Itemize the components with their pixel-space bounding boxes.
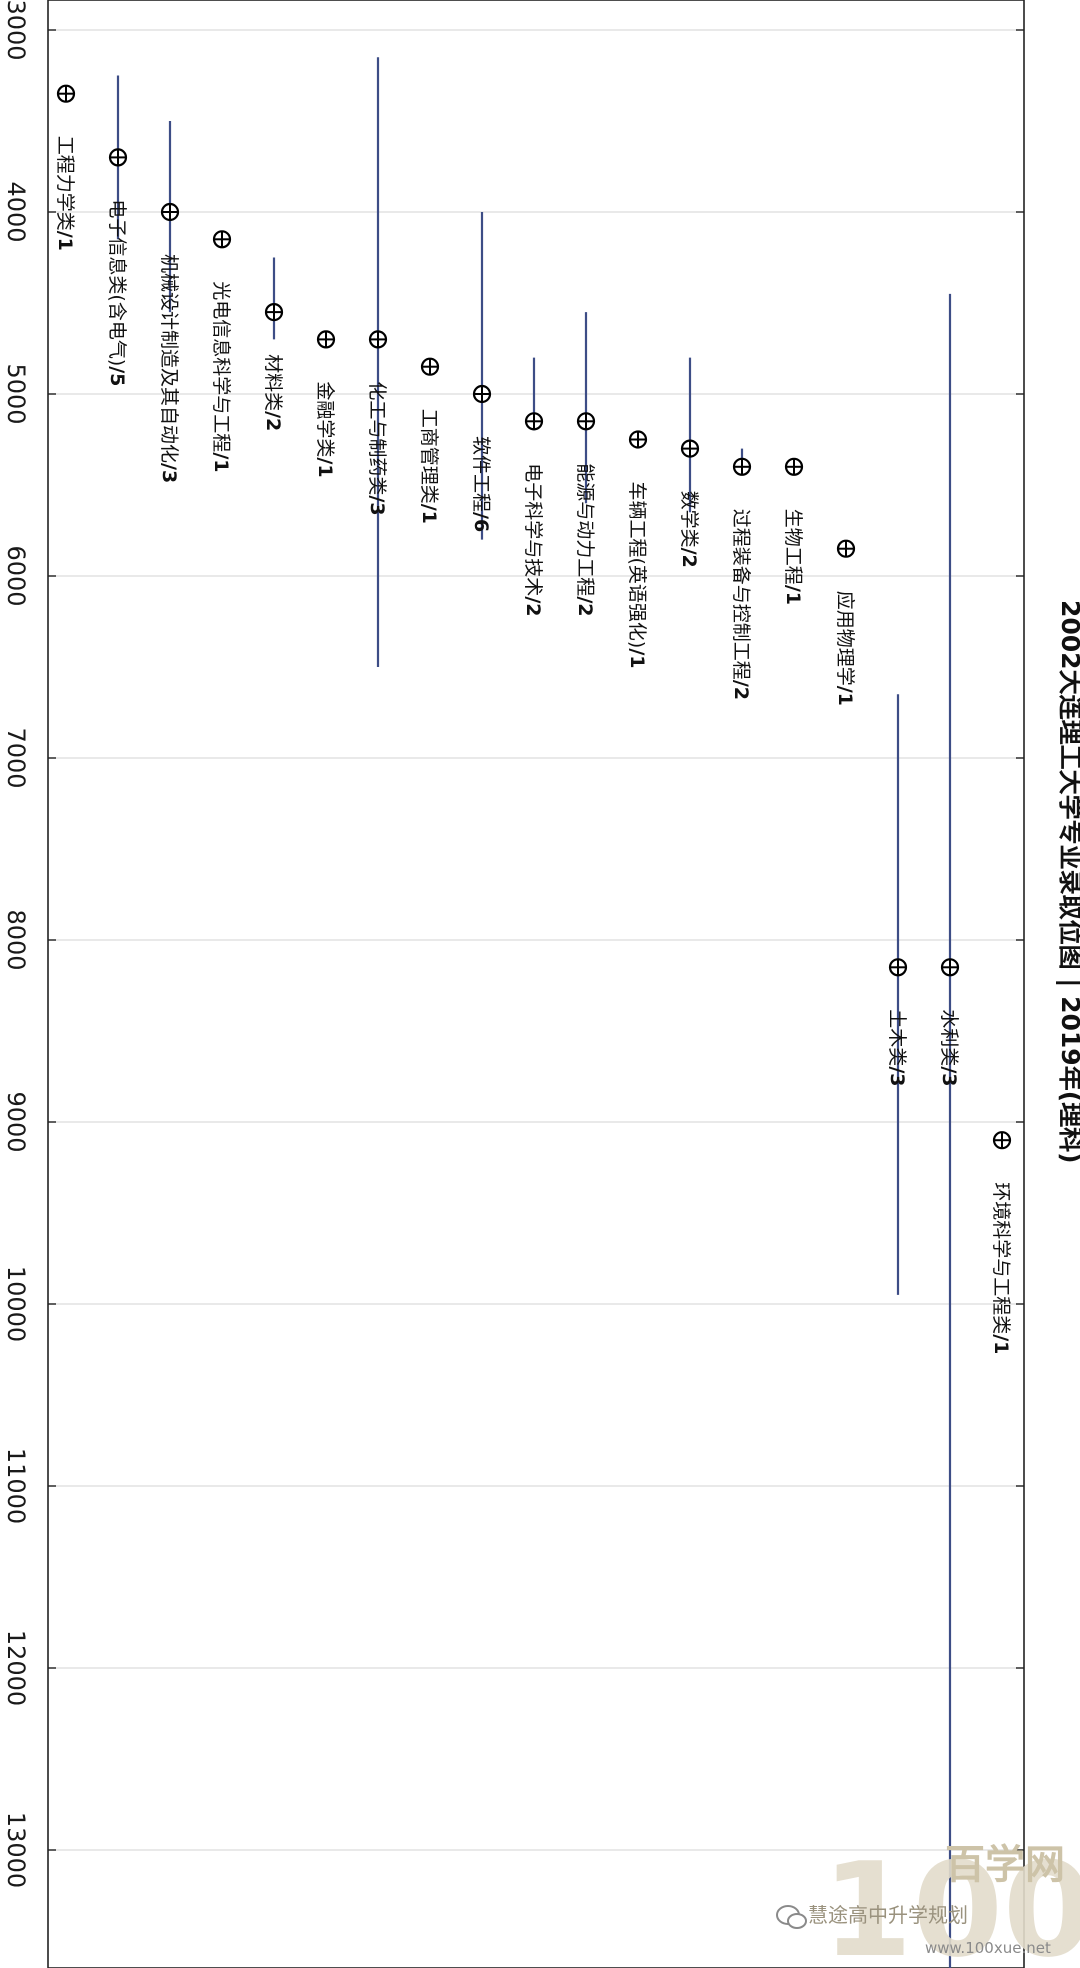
watermark: 100 百学网 慧途高中升学规划 www.100xue.net	[776, 1834, 1080, 1968]
tick-label: 7000	[2, 727, 30, 788]
tick-label: 11000	[2, 1448, 30, 1524]
tick-label: 12000	[2, 1630, 30, 1706]
data-point-marker	[368, 330, 388, 349]
tick-label: 8000	[2, 909, 30, 970]
wechat-icon	[776, 1905, 807, 1929]
data-point-marker	[940, 958, 960, 977]
item-label: 材料类/2	[262, 354, 284, 431]
data-point-marker	[992, 1131, 1012, 1150]
data-point-marker	[888, 958, 908, 977]
data-point-marker	[160, 202, 180, 222]
tick-label: 3000	[2, 0, 30, 61]
tick-label: 5000	[2, 363, 30, 424]
item-label: 环境科学与工程类/1	[990, 1182, 1012, 1354]
data-point-marker	[680, 439, 700, 458]
marker-layer	[56, 84, 1012, 1150]
item-label: 水利类/3	[938, 1009, 960, 1086]
item-label: 数学类/2	[678, 491, 700, 568]
item-label: 光电信息科学与工程/1	[210, 281, 232, 472]
data-point-marker	[56, 84, 76, 103]
item-label: 应用物理学/1	[834, 591, 856, 706]
data-point-marker	[264, 303, 284, 322]
data-point-marker	[524, 412, 544, 431]
item-label: 软件工程/6	[470, 436, 492, 532]
item-label: 车辆工程(英语强化)/1	[626, 482, 648, 669]
item-label: 土木类/3	[886, 1009, 908, 1086]
item-label: 金融学类/1	[314, 381, 336, 477]
watermark-brand: 百学网	[945, 1842, 1065, 1888]
chart-title: 2002大连理工大学专业录取位图 | 2019年(理科)	[1056, 600, 1080, 1164]
range-line-layer	[116, 57, 952, 1968]
data-point-marker	[472, 384, 492, 404]
tick-label: 13000	[2, 1812, 30, 1888]
tick-layer: 3000 4000 5000 6000 7000 8000 9000 10000 11000 12…	[2, 0, 1024, 1888]
data-point-marker	[732, 457, 752, 476]
tick-label: 4000	[2, 181, 30, 242]
watermark-url: www.100xue.net	[925, 1939, 1051, 1957]
tick-label: 6000	[2, 545, 30, 606]
label-layer: 工程力学类/1 电子信息类(含电气)/5 机械设计制造及其自动化/3 光电信息科学与工…	[54, 136, 1012, 1355]
item-label: 过程装备与控制工程/2	[730, 509, 752, 700]
tick-label: 10000	[2, 1266, 30, 1342]
data-point-marker	[836, 539, 856, 558]
data-point-marker	[628, 430, 648, 449]
data-point-marker	[212, 230, 232, 249]
data-point-marker	[316, 330, 336, 349]
item-label: 电子信息类(含电气)/5	[106, 199, 128, 386]
watermark-caption: 慧途高中升学规划	[808, 1903, 968, 1927]
item-label: 能源与动力工程/2	[574, 463, 596, 616]
item-label: 机械设计制造及其自动化/3	[158, 254, 180, 483]
item-label: 工程力学类/1	[54, 136, 76, 251]
item-label: 工商管理类/1	[418, 409, 440, 524]
data-point-marker	[576, 412, 596, 431]
grid-layer	[48, 29, 1024, 1851]
item-label: 电子科学与技术/2	[522, 463, 544, 616]
data-point-marker	[108, 148, 128, 167]
item-label: 生物工程/1	[782, 509, 804, 605]
data-point-marker	[420, 357, 440, 376]
watermark-logo: 100	[822, 1834, 1080, 1968]
item-label: 化工与制药类/3	[366, 381, 388, 515]
plot-frame	[47, 0, 1025, 1968]
tick-label: 9000	[2, 1091, 30, 1152]
data-point-marker	[784, 457, 804, 476]
